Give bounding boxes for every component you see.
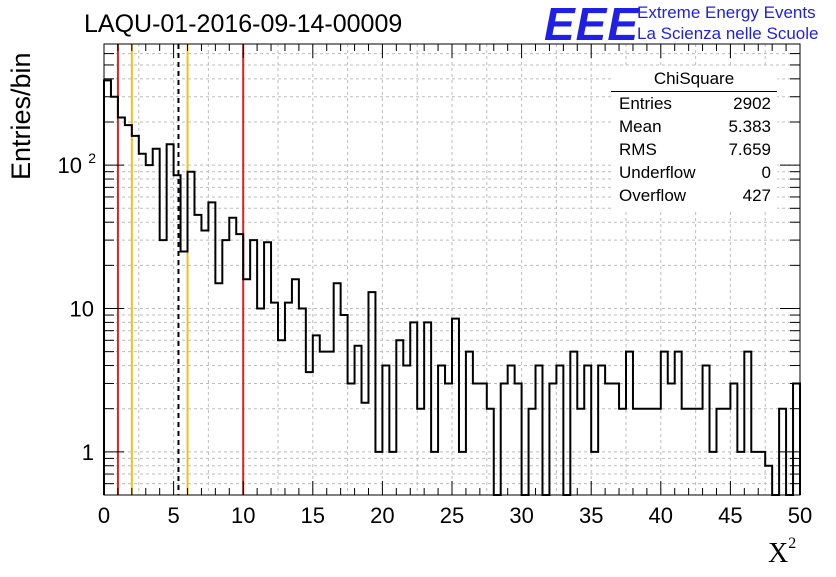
chart-title: LAQU-01-2016-09-14-00009: [84, 10, 403, 38]
x-axis-label: X2: [768, 534, 797, 570]
stats-value: 5.383: [728, 117, 771, 136]
stats-label: RMS: [619, 140, 657, 159]
histogram-series: [103, 79, 801, 496]
stats-title: ChiSquare: [611, 69, 777, 92]
stats-value: 427: [742, 186, 771, 205]
stats-value: 0: [761, 163, 771, 182]
x-tick-label: 15: [301, 503, 325, 528]
x-tick-label: 45: [718, 503, 742, 528]
x-tick-label: 40: [649, 503, 673, 528]
y-tick-label: 1: [82, 440, 94, 465]
stats-value: 2902: [733, 94, 771, 113]
stats-row-overflow: Overflow 427: [611, 184, 777, 207]
stats-label: Underflow: [619, 163, 696, 182]
stats-value: 7.659: [728, 140, 771, 159]
stats-row-rms: RMS 7.659: [611, 138, 777, 161]
x-tick-label: 50: [788, 503, 812, 528]
x-tick-label: 30: [509, 503, 533, 528]
x-tick-label: 5: [167, 503, 179, 528]
stats-row-entries: Entries 2902: [611, 92, 777, 115]
x-tick-label: 25: [440, 503, 464, 528]
stats-row-mean: Mean 5.383: [611, 115, 777, 138]
stats-row-underflow: Underflow 0: [611, 161, 777, 184]
x-axis-label-sup: 2: [788, 534, 797, 552]
stats-label: Overflow: [619, 186, 687, 205]
x-axis-label-base: X: [768, 538, 789, 569]
x-tick-label: 35: [579, 503, 603, 528]
logo-line-2: La Scienza nelle Scuole: [637, 24, 819, 43]
stats-box: ChiSquare Entries 2902 Mean 5.383 RMS 7.…: [611, 67, 777, 209]
eee-logo: EEE: [544, 0, 640, 50]
x-tick-label: 0: [98, 503, 110, 528]
y-tick-label: 10: [58, 153, 82, 178]
stats-label: Entries: [619, 94, 672, 113]
x-tick-label: 10: [231, 503, 255, 528]
x-tick-label: 20: [370, 503, 394, 528]
y-tick-label-sup: 2: [88, 150, 96, 166]
y-axis-label: Entries/bin: [6, 52, 36, 180]
y-tick-label: 10: [70, 296, 94, 321]
logo-line-1: Extreme Energy Events: [637, 3, 816, 22]
stats-label: Mean: [619, 117, 662, 136]
